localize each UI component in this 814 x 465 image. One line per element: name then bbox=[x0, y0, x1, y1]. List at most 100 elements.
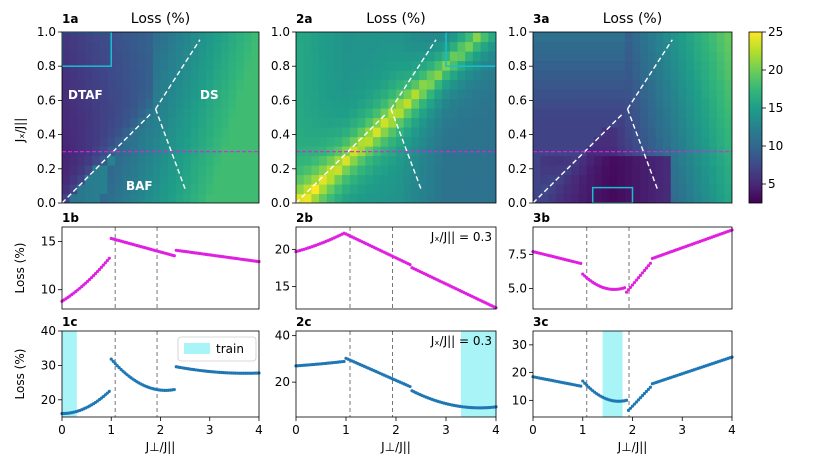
heatmap-cell bbox=[670, 136, 680, 147]
heatmap-cell bbox=[411, 79, 420, 90]
heatmap-cell bbox=[357, 184, 366, 195]
phase-boundary bbox=[296, 113, 387, 203]
heatmap-cell bbox=[388, 60, 397, 71]
y-tick-label: 1.0 bbox=[508, 25, 527, 39]
heatmap-cell bbox=[342, 70, 351, 81]
x-tick-label: 1 bbox=[107, 423, 115, 437]
heatmap-cell bbox=[724, 127, 732, 138]
heatmap-cell bbox=[342, 193, 351, 203]
heatmap-cell bbox=[716, 32, 725, 43]
heatmap-cell bbox=[77, 70, 86, 81]
heatmap-cell bbox=[411, 51, 420, 62]
data-point bbox=[93, 271, 98, 276]
heatmap-cell bbox=[647, 146, 657, 157]
heatmap-cell bbox=[601, 79, 611, 90]
heatmap-cell bbox=[655, 146, 664, 157]
heatmap-cell bbox=[586, 127, 595, 138]
heatmap-cell bbox=[563, 89, 572, 100]
heatmap-cell bbox=[640, 108, 649, 119]
heatmap-cell bbox=[145, 70, 154, 81]
heatmap-cell bbox=[357, 117, 366, 128]
heatmap-cell bbox=[303, 98, 312, 109]
heatmap-cell bbox=[480, 184, 489, 195]
heatmap-cell bbox=[594, 98, 603, 109]
heatmap-cell bbox=[190, 146, 199, 157]
heatmap-cell bbox=[488, 89, 496, 100]
heatmap-cell bbox=[107, 146, 116, 157]
heatmap-cell bbox=[342, 41, 351, 52]
heatmap-cell bbox=[624, 70, 634, 81]
heatmap-cell bbox=[115, 136, 124, 147]
heatmap-cell bbox=[380, 193, 389, 203]
heatmap-cell bbox=[365, 89, 374, 100]
heatmap-cell bbox=[137, 98, 146, 109]
heatmap-cell bbox=[655, 41, 664, 52]
heatmap-cell bbox=[303, 165, 312, 176]
heatmap-cell bbox=[62, 108, 71, 119]
heatmap-cell bbox=[540, 98, 549, 109]
heatmap-cell bbox=[190, 193, 199, 203]
heatmap-cell bbox=[334, 60, 343, 71]
heatmap-cell bbox=[130, 98, 139, 109]
heatmap-cell bbox=[716, 60, 725, 71]
heatmap-cell bbox=[388, 155, 397, 166]
heatmap-cell bbox=[465, 174, 474, 185]
heatmap-cell bbox=[77, 155, 86, 166]
heatmap-cell bbox=[442, 165, 451, 176]
heatmap-cell bbox=[434, 127, 443, 138]
y-tick-label: 30 bbox=[41, 358, 56, 372]
heatmap-cell bbox=[586, 51, 595, 62]
heatmap-cell bbox=[251, 79, 259, 90]
heatmap-cell bbox=[130, 70, 139, 81]
heatmap-cell bbox=[388, 193, 397, 203]
heatmap-cell bbox=[548, 41, 557, 52]
heatmap-cell bbox=[221, 117, 230, 128]
heatmap-cell bbox=[152, 60, 162, 71]
heatmap-cell bbox=[122, 60, 131, 71]
heatmap-cell bbox=[678, 79, 687, 90]
train-region-box bbox=[591, 186, 634, 203]
heatmap-cell bbox=[457, 51, 466, 62]
heatmap-cell bbox=[77, 79, 86, 90]
heatmap-cell bbox=[609, 174, 618, 185]
heatmap-cell bbox=[107, 89, 116, 100]
heatmap-cell bbox=[449, 108, 459, 119]
heatmap-cell bbox=[655, 127, 664, 138]
data-point bbox=[628, 406, 633, 410]
heatmap-cell bbox=[243, 193, 253, 203]
panel-label: 3b bbox=[533, 211, 550, 225]
heatmap-cell bbox=[115, 193, 124, 203]
heatmap-cell bbox=[213, 41, 222, 52]
heatmap-cell bbox=[152, 70, 162, 81]
heatmap-cell bbox=[563, 51, 572, 62]
heatmap-cell bbox=[319, 51, 328, 62]
heatmap-cell bbox=[145, 136, 154, 147]
heatmap-cell bbox=[655, 51, 664, 62]
heatmap-cell bbox=[311, 89, 320, 100]
data-point bbox=[111, 359, 115, 363]
heatmap-cell bbox=[548, 89, 557, 100]
heatmap-cell bbox=[724, 70, 732, 81]
heatmap-cell bbox=[465, 193, 474, 203]
heatmap-cell bbox=[457, 32, 466, 43]
heatmap-cell bbox=[647, 165, 657, 176]
heatmap-cell bbox=[655, 117, 664, 128]
heatmap-cell bbox=[488, 51, 496, 62]
heatmap-cell bbox=[655, 98, 664, 109]
heatmap-cell bbox=[563, 117, 572, 128]
heatmap-cell bbox=[342, 98, 351, 109]
heatmap-cell bbox=[548, 98, 557, 109]
heatmap-cell bbox=[69, 108, 78, 119]
heatmap-cell bbox=[716, 165, 725, 176]
panel-title: Loss (%) bbox=[131, 11, 190, 27]
data-point bbox=[640, 394, 645, 398]
heatmap-cell bbox=[540, 193, 549, 203]
heatmap-cell bbox=[311, 79, 320, 90]
heatmap-cell bbox=[99, 193, 109, 203]
y-tick-label: 15 bbox=[41, 234, 56, 248]
heatmap-cell bbox=[62, 155, 71, 166]
heatmap-cell bbox=[555, 193, 565, 203]
heatmap-cell bbox=[571, 32, 580, 43]
data-point bbox=[624, 398, 629, 402]
